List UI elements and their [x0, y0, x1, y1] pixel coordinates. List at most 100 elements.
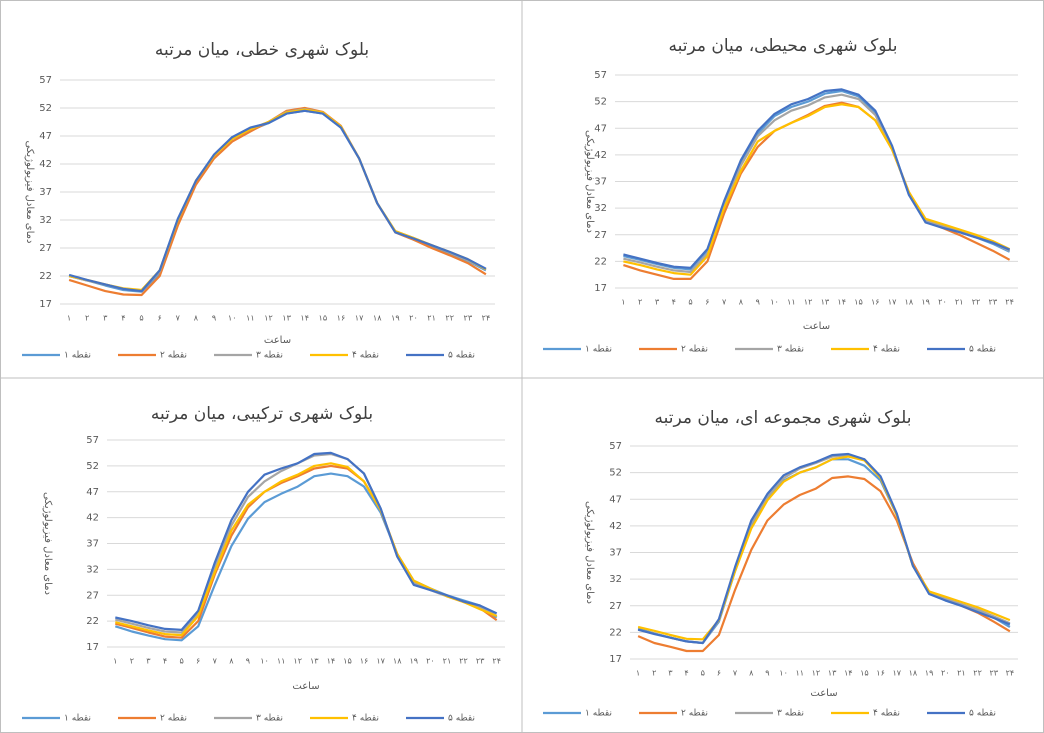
- x-tick-label: ۹: [246, 657, 250, 666]
- x-tick-label: ۱۸: [393, 657, 402, 666]
- legend-label: نقطه ۲: [681, 345, 708, 355]
- legend-label: نقطه ۲: [160, 714, 187, 724]
- y-tick-label: 27: [609, 601, 622, 612]
- x-tick-label: ۱۶: [360, 657, 369, 666]
- series-line: [637, 458, 1011, 645]
- x-tick-label: ۲۳: [989, 298, 998, 307]
- x-tick-label: ۱۰: [770, 298, 779, 307]
- x-tick-label: ۱۸: [905, 298, 914, 307]
- x-tick-label: ۴: [121, 314, 125, 323]
- y-tick-label: 47: [86, 487, 99, 498]
- x-tick-label: ۱۱: [277, 657, 286, 666]
- series-line: [68, 109, 487, 293]
- x-tick-label: ۷: [722, 298, 727, 307]
- x-tick-label: ۹: [765, 669, 769, 678]
- series-line: [68, 109, 487, 293]
- legend-label: نقطه ۴: [352, 714, 379, 724]
- x-tick-label: ۵: [179, 657, 183, 666]
- y-tick-label: 47: [594, 123, 607, 134]
- x-tick-label: ۲: [85, 314, 89, 323]
- x-tick-label: ۶: [158, 314, 162, 323]
- legend-label: نقطه ۱: [585, 709, 612, 719]
- x-tick-label: ۳: [146, 657, 151, 666]
- x-tick-label: ۶: [196, 657, 200, 666]
- x-tick-label: ۱۵: [319, 314, 328, 323]
- y-tick-label: 52: [86, 461, 99, 472]
- series-line: [623, 89, 1011, 271]
- x-tick-label: ۱۰: [228, 314, 237, 323]
- x-tick-label: ۱۷: [355, 314, 364, 323]
- x-tick-label: ۲: [638, 298, 642, 307]
- y-tick-label: 17: [39, 299, 52, 310]
- x-tick-label: ۸: [194, 314, 199, 323]
- x-tick-label: ۳: [655, 298, 660, 307]
- x-tick-label: ۲۲: [973, 669, 982, 678]
- x-tick-label: ۱۸: [373, 314, 382, 323]
- x-tick-label: ۱۸: [909, 669, 918, 678]
- chart-title: بلوک شهری مجموعه ای، میان مرتبه: [655, 408, 912, 428]
- x-tick-label: ۲۰: [426, 657, 435, 666]
- x-tick-label: ۱۵: [860, 669, 869, 678]
- legend-label: نقطه ۵: [448, 714, 475, 724]
- y-tick-label: 57: [609, 441, 622, 452]
- y-tick-label: 32: [594, 203, 607, 214]
- y-tick-label: 57: [39, 75, 52, 86]
- x-tick-label: ۵: [701, 669, 705, 678]
- x-tick-label: ۱: [113, 657, 117, 666]
- y-tick-label: 17: [86, 642, 99, 653]
- legend-label: نقطه ۳: [777, 709, 804, 719]
- x-tick-label: ۱۱: [246, 314, 255, 323]
- legend-label: نقطه ۳: [256, 351, 283, 361]
- x-tick-label: ۲۴: [1005, 298, 1014, 307]
- series-line: [623, 88, 1011, 269]
- y-tick-label: 52: [609, 468, 622, 479]
- x-tick-label: ۱۴: [300, 314, 309, 323]
- legend-label: نقطه ۱: [585, 345, 612, 355]
- x-tick-label: ۱۶: [337, 314, 346, 323]
- x-tick-label: ۱۴: [837, 298, 846, 307]
- chart-title: بلوک شهری محیطی، میان مرتبه: [669, 36, 898, 56]
- x-tick-label: ۲۱: [443, 657, 452, 666]
- x-tick-label: ۴: [672, 298, 676, 307]
- series-line: [68, 108, 487, 292]
- x-tick-label: ۲۱: [427, 314, 436, 323]
- x-axis-label: ساعت: [810, 688, 837, 699]
- x-tick-label: ۳: [668, 669, 673, 678]
- legend-label: نقطه ۳: [256, 714, 283, 724]
- legend-label: نقطه ۲: [160, 351, 187, 361]
- x-tick-label: ۱: [621, 298, 625, 307]
- x-tick-label: ۱۲: [264, 314, 273, 323]
- series-line: [637, 452, 1011, 645]
- y-axis-label: دمای معادل فیزیولوژیکی: [584, 130, 595, 233]
- legend-label: نقطه ۲: [681, 709, 708, 719]
- series-line: [623, 101, 1011, 280]
- x-tick-label: ۲: [130, 657, 134, 666]
- x-tick-label: ۱: [67, 314, 71, 323]
- x-tick-label: ۱۳: [282, 314, 291, 323]
- y-tick-label: 32: [609, 574, 622, 585]
- y-tick-label: 27: [39, 243, 52, 254]
- y-tick-label: 37: [609, 548, 622, 559]
- x-tick-label: ۲: [652, 669, 656, 678]
- y-tick-label: 22: [86, 616, 99, 627]
- x-tick-label: ۱۷: [888, 298, 897, 307]
- y-tick-label: 37: [86, 539, 99, 550]
- x-tick-label: ۱۲: [812, 669, 821, 678]
- y-tick-label: 37: [39, 187, 52, 198]
- x-tick-label: ۴: [163, 657, 167, 666]
- x-tick-label: ۸: [229, 657, 234, 666]
- x-tick-label: ۵: [139, 314, 143, 323]
- x-axis-label: ساعت: [264, 335, 291, 346]
- legend-label: نقطه ۵: [969, 345, 996, 355]
- series-line: [115, 451, 498, 631]
- x-tick-label: ۵: [688, 298, 692, 307]
- y-tick-label: 17: [609, 654, 622, 665]
- x-tick-label: ۱: [636, 669, 640, 678]
- x-tick-label: ۱۹: [391, 314, 400, 323]
- x-tick-label: ۱۶: [871, 298, 880, 307]
- x-tick-label: ۱۹: [921, 298, 930, 307]
- series-line: [637, 475, 1011, 653]
- x-tick-label: ۲۰: [941, 669, 950, 678]
- y-tick-label: 22: [39, 271, 52, 282]
- series-line: [115, 462, 498, 637]
